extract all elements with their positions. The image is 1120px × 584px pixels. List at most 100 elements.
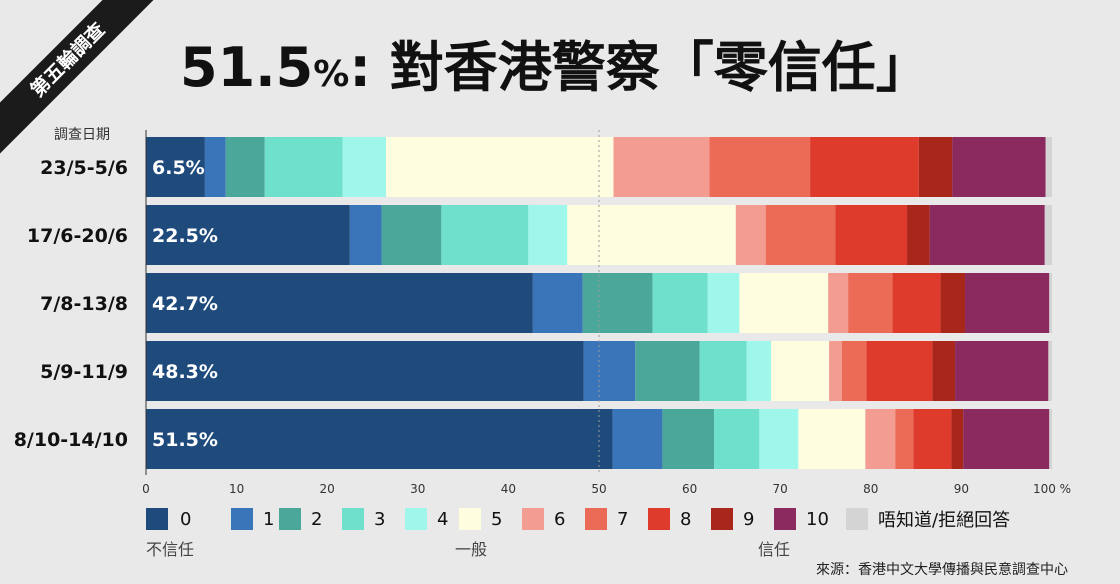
legend-item-10: 10 xyxy=(774,508,829,530)
bar-segment-2-6 xyxy=(828,273,849,333)
bar-segment-0-11 xyxy=(1045,137,1052,197)
bar-segment-2-9 xyxy=(940,273,966,333)
bar-segment-3-8 xyxy=(866,341,933,401)
legend-label: 4 xyxy=(437,508,449,530)
bar-segment-0-6 xyxy=(613,137,710,197)
legend-swatch xyxy=(459,508,481,530)
bar-segment-0-0 xyxy=(146,137,205,197)
legend-item-6: 6 xyxy=(522,508,565,530)
chart-title: 51.5%: 對香港警察「零信任」 xyxy=(180,28,930,108)
legend-swatch xyxy=(342,508,364,530)
legend-swatch xyxy=(648,508,670,530)
legend-item-8: 8 xyxy=(648,508,691,530)
bar-segment-3-5 xyxy=(771,341,830,401)
bar-segment-2-5 xyxy=(739,273,829,333)
legend-item-1: 1 xyxy=(231,508,274,530)
category-label: 7/8-13/8 xyxy=(40,293,128,315)
category-label: 5/9-11/9 xyxy=(40,361,128,383)
bar-segment-3-3 xyxy=(699,341,747,401)
scale-anchor-label: 信任 xyxy=(758,540,791,559)
bar-segment-2-4 xyxy=(707,273,740,333)
x-tick-label: 30 xyxy=(410,482,425,496)
bar-segment-3-11 xyxy=(1048,341,1052,401)
legend-swatch xyxy=(231,508,253,530)
bar-segment-3-0 xyxy=(146,341,584,401)
bar-segment-1-0 xyxy=(146,205,350,265)
bar-segment-3-1 xyxy=(583,341,636,401)
bar-value-label: 22.5% xyxy=(152,225,218,247)
bar-segment-0-1 xyxy=(204,137,226,197)
x-tick-label: 90 xyxy=(954,482,969,496)
bar-segment-2-10 xyxy=(965,273,1050,333)
bar-value-label: 48.3% xyxy=(152,361,218,383)
title-number: 51.5 xyxy=(180,36,314,99)
bar-segment-0-4 xyxy=(342,137,387,197)
legend-item-5: 5 xyxy=(459,508,502,530)
bar-segment-0-3 xyxy=(264,137,343,197)
legend-label: 3 xyxy=(374,508,386,530)
bar-segment-4-0 xyxy=(146,409,613,469)
bar-segment-4-7 xyxy=(895,409,914,469)
bar-segment-0-2 xyxy=(225,137,265,197)
x-tick-label: 40 xyxy=(501,482,516,496)
legend-label: 7 xyxy=(617,508,629,530)
category-label: 23/5-5/6 xyxy=(40,157,128,179)
legend-swatch xyxy=(146,508,168,530)
bar-segment-4-9 xyxy=(951,409,964,469)
bar-segment-1-4 xyxy=(528,205,568,265)
scale-anchor-label: 不信任 xyxy=(146,540,195,559)
legend-item-11: 唔知道/拒絕回答 xyxy=(846,508,1010,531)
x-tick-label: 20 xyxy=(320,482,335,496)
legend-label: 6 xyxy=(554,508,566,530)
x-tick-label: 10 xyxy=(229,482,244,496)
bar-segment-2-11 xyxy=(1049,273,1052,333)
x-tick-label: 0 xyxy=(142,482,150,496)
category-label: 8/10-14/10 xyxy=(14,429,128,451)
bar-segment-2-1 xyxy=(532,273,583,333)
legend-swatch xyxy=(522,508,544,530)
bar-segment-1-2 xyxy=(381,205,442,265)
bar-value-label: 42.7% xyxy=(152,293,218,315)
legend-label: 0 xyxy=(180,508,192,530)
legend-label: 10 xyxy=(806,508,829,530)
bar-segment-3-9 xyxy=(932,341,956,401)
x-tick-label: 60 xyxy=(682,482,697,496)
bar-segment-4-1 xyxy=(612,409,663,469)
bar-segment-0-8 xyxy=(810,137,919,197)
legend-swatch xyxy=(846,508,868,530)
title-percent: % xyxy=(313,54,350,95)
bar-segment-3-6 xyxy=(829,341,842,401)
bar-segment-0-7 xyxy=(709,137,811,197)
bar-segment-3-4 xyxy=(746,341,772,401)
bar-segment-0-5 xyxy=(386,137,614,197)
bar-segment-0-10 xyxy=(952,137,1046,197)
bar-value-label: 6.5% xyxy=(152,157,205,179)
bar-segment-4-6 xyxy=(865,409,896,469)
x-tick-label: 70 xyxy=(773,482,788,496)
bar-segment-1-9 xyxy=(907,205,930,265)
bar-segment-4-8 xyxy=(913,409,952,469)
bar-segment-1-7 xyxy=(765,205,836,265)
bar-segment-2-2 xyxy=(582,273,653,333)
bar-segment-1-5 xyxy=(567,205,736,265)
bar-segment-2-7 xyxy=(848,273,893,333)
bar-segment-1-8 xyxy=(835,205,908,265)
legend-item-2: 2 xyxy=(279,508,322,530)
bar-segment-4-11 xyxy=(1049,409,1052,469)
bar-segment-1-10 xyxy=(929,205,1045,265)
bar-segment-0-9 xyxy=(918,137,953,197)
legend-label: 9 xyxy=(743,508,755,530)
legend-swatch xyxy=(405,508,427,530)
scale-anchor-label: 一般 xyxy=(455,540,488,559)
legend-item-4: 4 xyxy=(405,508,448,530)
legend-swatch xyxy=(279,508,301,530)
legend-label: 2 xyxy=(311,508,323,530)
legend-label: 1 xyxy=(263,508,275,530)
bar-segment-1-3 xyxy=(441,205,529,265)
bar-segment-4-3 xyxy=(714,409,760,469)
bar-segment-3-10 xyxy=(955,341,1049,401)
x-tick-label: 80 xyxy=(863,482,878,496)
bar-segment-4-10 xyxy=(963,409,1050,469)
legend-swatch xyxy=(774,508,796,530)
